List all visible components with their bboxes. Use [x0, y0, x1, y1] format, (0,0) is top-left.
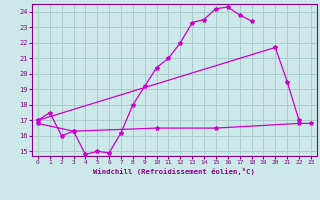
X-axis label: Windchill (Refroidissement éolien,°C): Windchill (Refroidissement éolien,°C) — [93, 168, 255, 175]
